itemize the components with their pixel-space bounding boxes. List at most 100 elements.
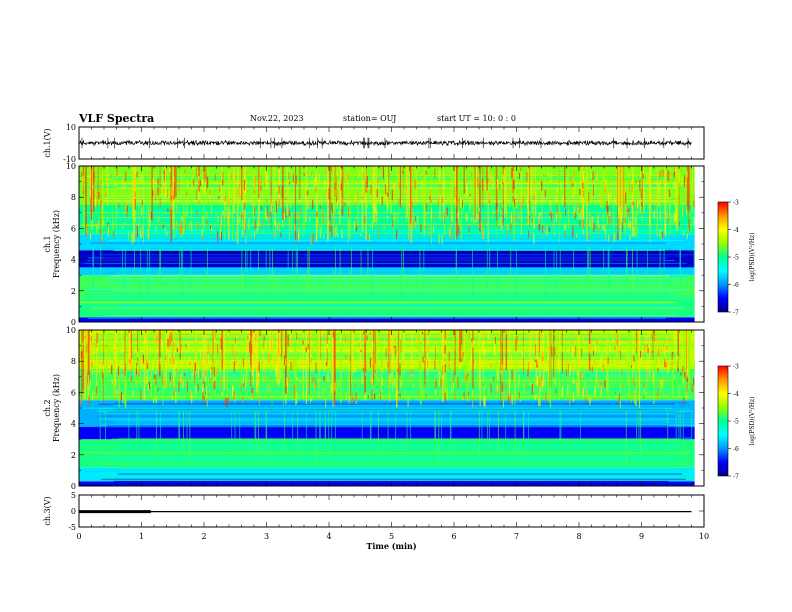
spectrogram-speckle: [279, 177, 281, 181]
spectrogram-speckle: [510, 211, 512, 224]
spectrogram-speckle: [107, 214, 109, 222]
spectrogram-speckle: [464, 356, 466, 362]
spectrogram-speckle: [366, 205, 368, 209]
spectrogram-speckle: [169, 353, 171, 359]
spectrogram-speckle: [258, 396, 260, 405]
spectrogram-speckle: [508, 395, 510, 402]
spectrogram-speckle: [455, 201, 457, 207]
spectrogram-speckle: [653, 336, 655, 342]
spectrogram-speckle: [601, 354, 603, 362]
spectrogram-speckle: [355, 194, 357, 202]
spectrogram-speckle: [411, 344, 413, 353]
spectrogram-speckle: [189, 361, 191, 366]
spectrogram-speckle: [82, 390, 84, 401]
spectrogram-speckle: [164, 380, 166, 387]
spectrogram-speckle: [627, 356, 629, 362]
spectrogram-speckle: [237, 229, 239, 234]
spectrogram-speckle: [329, 385, 331, 396]
spectrogram-speckle: [324, 180, 326, 185]
spectrogram-speckle: [444, 392, 446, 403]
spectrogram-speckle: [665, 394, 667, 398]
spectrogram-speckle: [686, 233, 688, 240]
spectrogram-speckle: [649, 215, 651, 226]
spectrogram-speckle: [656, 359, 658, 365]
spectrogram-speckle: [173, 372, 175, 377]
spectrogram-speckle: [299, 221, 301, 225]
spectrogram-speckle: [576, 331, 578, 342]
spectrogram-speckle: [430, 187, 432, 200]
spectrogram-speckle: [499, 191, 501, 196]
spectrogram-speckle: [205, 370, 207, 377]
spectrogram-speckle: [544, 189, 546, 197]
y-axis-label: Frequency (kHz): [52, 210, 61, 278]
spectrogram-speckle: [477, 178, 479, 188]
spectrogram-speckle: [332, 369, 334, 374]
spectrogram-speckle: [691, 186, 693, 194]
y-tick-label: 0: [71, 318, 76, 327]
spectrogram-speckle: [197, 179, 199, 191]
spectrogram-speckle: [383, 363, 385, 374]
spectrogram-speckle: [533, 195, 535, 200]
spectrogram-speckle: [691, 352, 693, 359]
spectrogram-speckle: [180, 344, 182, 348]
spectrogram-speckle: [340, 183, 342, 191]
spectrogram-speckle: [632, 210, 634, 218]
spectrogram-speckle: [248, 171, 250, 177]
spectrogram-speckle: [403, 330, 405, 342]
spectrogram-speckle: [326, 361, 328, 367]
spectrogram-speckle: [447, 361, 449, 368]
spectrogram-speckle: [502, 222, 504, 230]
spectrogram-speckle: [667, 356, 669, 359]
spectrogram-speckle: [361, 372, 363, 385]
spectrogram-speckle: [154, 190, 156, 200]
spectrogram-speckle: [583, 369, 585, 375]
spectrogram-speckle: [362, 380, 364, 385]
spectrogram-speckle: [86, 196, 88, 204]
spectrogram-speckle: [278, 198, 280, 207]
spectrogram-speckle: [147, 384, 149, 391]
spectrogram-speckle: [162, 183, 164, 190]
spectrogram-speckle: [346, 173, 348, 182]
spectrogram-speckle: [289, 181, 291, 185]
spectrogram-speckle: [473, 359, 475, 364]
spectrogram-speckle: [502, 398, 504, 408]
spectrogram-speckle: [534, 394, 536, 400]
spectrogram-speckle: [290, 168, 292, 174]
spectrogram-speckle: [218, 195, 220, 199]
spectrogram-speckle: [489, 172, 491, 184]
spectrogram-speckle: [485, 215, 487, 225]
spectrogram-speckle: [511, 168, 513, 178]
spectrogram-speckle: [323, 376, 325, 382]
spectrogram-speckle: [307, 190, 309, 196]
spectrogram-speckle: [533, 333, 535, 338]
spectrogram-speckle: [582, 387, 584, 398]
spectrogram-speckle: [579, 220, 581, 226]
spectrogram-speckle: [377, 378, 379, 381]
spectrogram-speckle: [577, 372, 579, 376]
spectrogram-speckle: [264, 208, 266, 220]
spectrogram-speckle: [202, 215, 204, 226]
spectrogram-speckle: [108, 196, 110, 200]
spectrogram-speckle: [260, 185, 262, 192]
spectrogram-speckle: [134, 176, 136, 184]
spectrogram-speckle: [83, 341, 85, 346]
spectrogram-speckle: [192, 331, 194, 338]
x-tick-label: 9: [639, 532, 644, 541]
spectrogram-speckle: [688, 177, 690, 181]
spectrogram-speckle: [488, 387, 490, 396]
spectrogram-speckle: [535, 180, 537, 187]
spectrogram-speckle: [181, 215, 183, 222]
spectrogram-speckle: [594, 385, 596, 398]
spectrogram-speckle: [424, 357, 426, 361]
x-tick-label: 2: [201, 532, 206, 541]
spectrogram-speckle: [341, 197, 343, 206]
spectrogram-speckle: [201, 385, 203, 393]
spectrogram-speckle: [547, 368, 549, 373]
spectrogram-speckle: [498, 219, 500, 225]
spectrogram-speckle: [278, 221, 280, 233]
spectrogram-speckle: [270, 376, 272, 380]
spectrogram-speckle: [97, 190, 99, 202]
spectrogram-speckle: [462, 396, 464, 401]
spectrogram-speckle: [603, 344, 605, 347]
y-tick-label: 10: [66, 123, 76, 132]
